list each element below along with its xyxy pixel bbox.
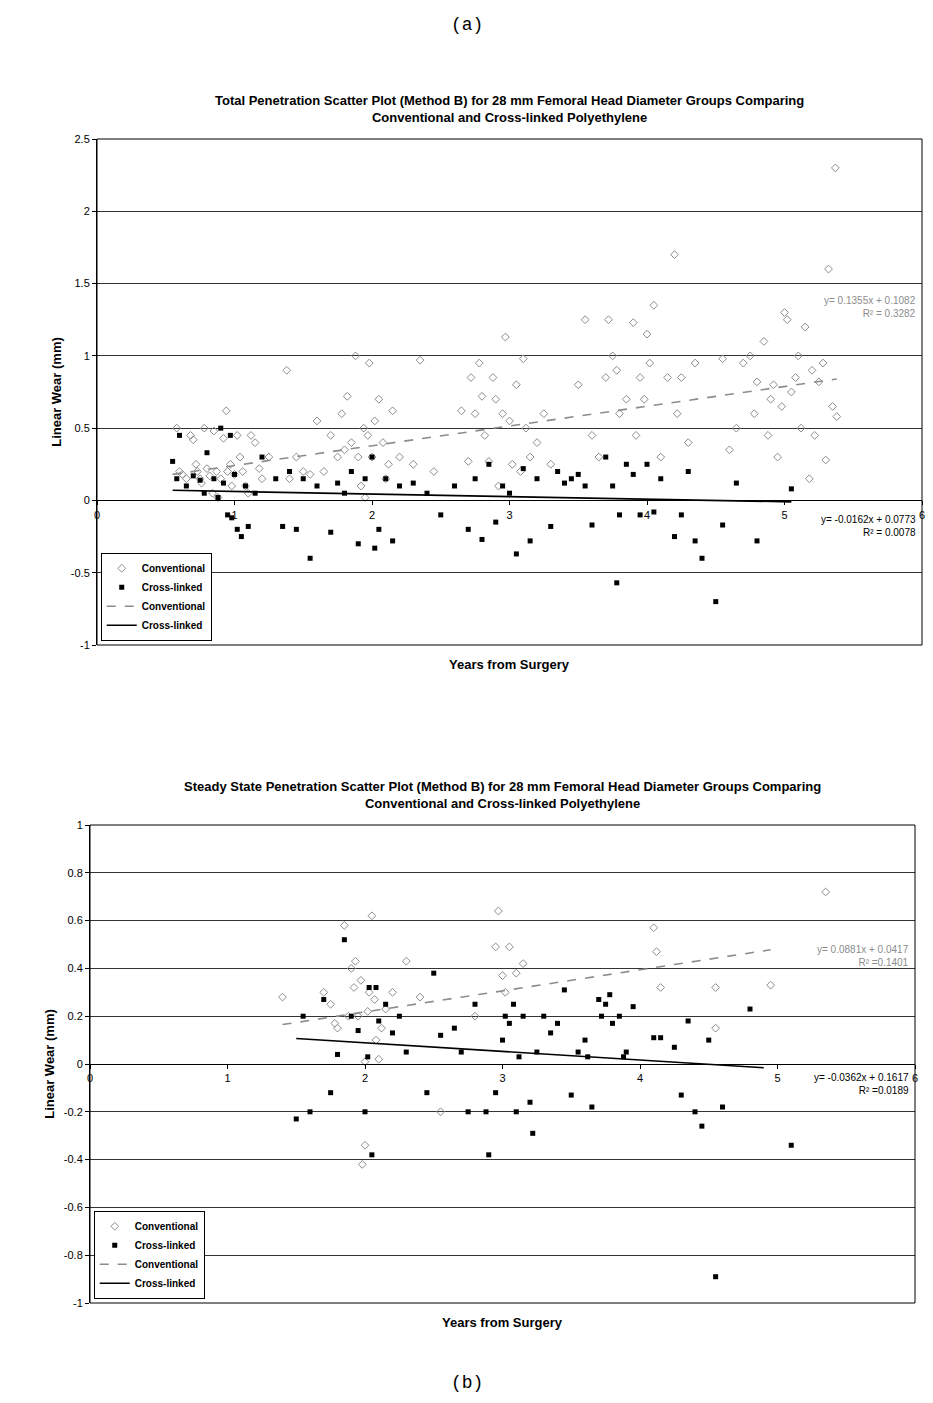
- svg-text:Conventional: Conventional: [142, 563, 206, 574]
- svg-text:(b): (b): [451, 1373, 483, 1393]
- svg-text:Conventional: Conventional: [135, 1221, 199, 1232]
- svg-text:Years from Surgery: Years from Surgery: [449, 657, 570, 672]
- svg-text:2.5: 2.5: [75, 133, 90, 145]
- svg-text:3: 3: [506, 509, 512, 521]
- svg-text:6: 6: [919, 509, 925, 521]
- svg-text:1: 1: [224, 1072, 230, 1084]
- svg-text:Cross-linked: Cross-linked: [142, 582, 203, 593]
- svg-text:-1: -1: [73, 1297, 83, 1309]
- svg-text:-1: -1: [80, 639, 90, 651]
- svg-text:(a): (a): [451, 15, 483, 35]
- svg-text:-0.5: -0.5: [71, 567, 90, 579]
- svg-text:Linear Wear (mm): Linear Wear (mm): [42, 1009, 57, 1119]
- svg-text:-0.6: -0.6: [64, 1201, 83, 1213]
- svg-text:Steady State Penetration Scatt: Steady State Penetration Scatter Plot (M…: [184, 779, 821, 811]
- svg-text:0: 0: [94, 509, 100, 521]
- svg-text:0: 0: [77, 1058, 83, 1070]
- svg-text:Linear Wear (mm): Linear Wear (mm): [49, 337, 64, 447]
- svg-text:-0.4: -0.4: [64, 1153, 83, 1165]
- svg-text:0.8: 0.8: [68, 867, 83, 879]
- svg-text:0: 0: [87, 1072, 93, 1084]
- svg-text:0.6: 0.6: [68, 914, 83, 926]
- svg-text:5: 5: [774, 1072, 780, 1084]
- svg-text:4: 4: [637, 1072, 643, 1084]
- svg-text:2: 2: [369, 509, 375, 521]
- svg-text:1: 1: [84, 350, 90, 362]
- svg-text:Cross-linked: Cross-linked: [142, 620, 203, 631]
- svg-text:Cross-linked: Cross-linked: [135, 1278, 196, 1289]
- svg-text:0.2: 0.2: [68, 1010, 83, 1022]
- svg-text:0.4: 0.4: [68, 962, 83, 974]
- svg-text:y= 0.1355x + 0.1082R² = 0.3282: y= 0.1355x + 0.1082R² = 0.3282: [824, 295, 916, 319]
- svg-text:-0.8: -0.8: [64, 1249, 83, 1261]
- svg-text:0: 0: [84, 494, 90, 506]
- svg-text:3: 3: [499, 1072, 505, 1084]
- svg-text:2: 2: [84, 205, 90, 217]
- svg-text:-0.2: -0.2: [64, 1106, 83, 1118]
- svg-text:6: 6: [912, 1072, 918, 1084]
- svg-text:y= -0.0162x + 0.0773R² = 0.007: y= -0.0162x + 0.0773R² = 0.0078: [821, 514, 916, 538]
- svg-text:1.5: 1.5: [75, 277, 90, 289]
- svg-text:1: 1: [77, 819, 83, 831]
- svg-text:Cross-linked: Cross-linked: [135, 1240, 196, 1251]
- svg-text:1: 1: [231, 509, 237, 521]
- svg-text:2: 2: [362, 1072, 368, 1084]
- svg-text:y= 0.0881x + 0.0417R² =0.1401: y= 0.0881x + 0.0417R² =0.1401: [817, 944, 909, 968]
- svg-text:Conventional: Conventional: [142, 601, 206, 612]
- svg-text:Conventional: Conventional: [135, 1259, 199, 1270]
- svg-text:y= -0.0362x + 0.1617R² =0.0189: y= -0.0362x + 0.1617R² =0.0189: [814, 1072, 909, 1096]
- svg-text:Total Penetration Scatter Plot: Total Penetration Scatter Plot (Method B…: [215, 93, 804, 125]
- svg-text:4: 4: [644, 509, 650, 521]
- svg-text:0.5: 0.5: [75, 422, 90, 434]
- svg-text:Years from Surgery: Years from Surgery: [442, 1315, 563, 1330]
- svg-text:5: 5: [781, 509, 787, 521]
